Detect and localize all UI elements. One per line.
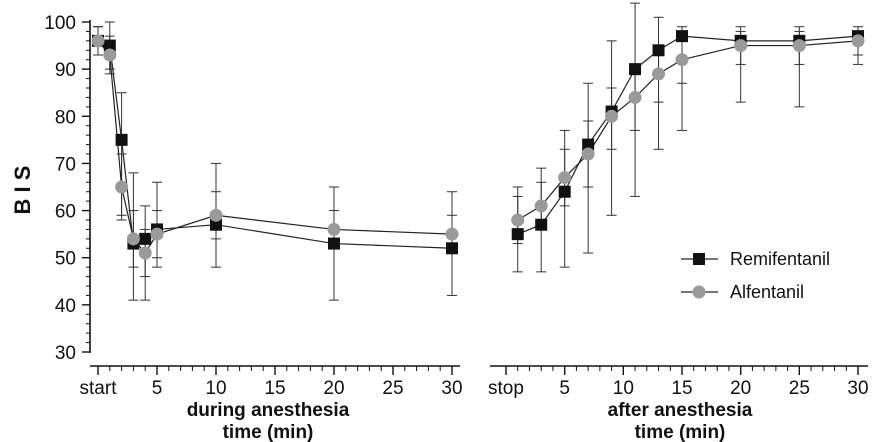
x-tick-label: 25 xyxy=(382,378,403,399)
legend: Remifentanil Alfentanil xyxy=(681,249,830,302)
point-alfentanil xyxy=(103,48,117,62)
point-alfentanil xyxy=(734,39,748,53)
point-alfentanil xyxy=(652,67,666,81)
x-tick-label: 20 xyxy=(323,378,344,399)
x-tick-label: 30 xyxy=(441,378,462,399)
y-tick-label: 70 xyxy=(55,154,76,175)
point-alfentanil xyxy=(150,227,164,241)
point-remifentanil xyxy=(511,228,524,241)
point-alfentanil xyxy=(851,34,865,48)
y-tick-label: 100 xyxy=(44,13,76,34)
y-axis-label: B I S xyxy=(10,166,35,215)
point-alfentanil xyxy=(675,53,689,67)
point-alfentanil xyxy=(115,180,129,194)
panel-during-anesthesia: 30 40 50 60 70 80 90 100 start 5 10 15 20 25 30 xyxy=(44,13,462,399)
point-alfentanil xyxy=(605,109,619,123)
x-tick-label: 15 xyxy=(264,378,285,399)
legend-marker-alfentanil xyxy=(692,285,706,299)
point-remifentanil xyxy=(582,138,595,151)
point-alfentanil xyxy=(138,246,152,260)
point-alfentanil xyxy=(628,90,642,104)
point-alfentanil xyxy=(511,213,525,227)
point-alfentanil xyxy=(445,227,459,241)
y-tick-label: 50 xyxy=(55,249,76,270)
x-tick-label: 5 xyxy=(559,378,570,399)
y-tick-label: 40 xyxy=(55,296,76,317)
point-remifentanil xyxy=(139,232,152,245)
y-tick-label: 30 xyxy=(55,343,76,364)
point-alfentanil xyxy=(558,171,572,185)
point-remifentanil xyxy=(558,185,571,198)
x-tick-label: 30 xyxy=(847,378,868,399)
point-remifentanil xyxy=(629,63,642,76)
y-tick-label: 90 xyxy=(55,60,76,81)
legend-label-remifentanil: Remifentanil xyxy=(730,249,830,269)
x-tick-label: 25 xyxy=(789,378,810,399)
point-alfentanil xyxy=(534,199,548,213)
point-remifentanil xyxy=(446,242,458,255)
x-axis-label-during-line2: time (min) xyxy=(223,422,314,442)
point-alfentanil xyxy=(91,34,105,48)
point-remifentanil xyxy=(103,39,116,52)
point-remifentanil xyxy=(676,30,688,43)
point-remifentanil xyxy=(535,218,548,231)
x-tick-label: start xyxy=(80,378,118,399)
x-tick-label: 20 xyxy=(730,378,751,399)
point-alfentanil xyxy=(209,208,223,222)
x-tick-label: 5 xyxy=(152,378,163,399)
x-tick-label: 15 xyxy=(671,378,692,399)
legend-label-alfentanil: Alfentanil xyxy=(730,282,804,302)
x-tick-label: 10 xyxy=(205,378,226,399)
legend-marker-remifentanil xyxy=(693,253,705,265)
series-line-remifentanil xyxy=(97,40,453,249)
x-tick-label: stop xyxy=(488,378,524,399)
y-tick-label: 80 xyxy=(55,107,76,128)
x-axis-label-after-line1: after anesthesia xyxy=(608,400,753,421)
series-line-remifentanil xyxy=(517,35,859,235)
point-remifentanil xyxy=(328,237,340,250)
point-remifentanil xyxy=(652,44,665,57)
x-axis-label-during-line1: during anesthesia xyxy=(187,400,350,421)
point-alfentanil xyxy=(126,232,140,246)
x-tick-label: 10 xyxy=(613,378,634,399)
series-line-alfentanil xyxy=(97,40,453,255)
point-alfentanil xyxy=(581,147,595,161)
y-tick-label: 60 xyxy=(55,202,76,223)
point-alfentanil xyxy=(327,222,341,236)
point-remifentanil xyxy=(115,133,128,146)
point-alfentanil xyxy=(792,39,806,53)
x-axis-label-after-line2: time (min) xyxy=(635,422,726,442)
panel-after-anesthesia: stop 5 10 15 20 25 30 xyxy=(488,2,869,399)
point-remifentanil xyxy=(210,218,222,231)
